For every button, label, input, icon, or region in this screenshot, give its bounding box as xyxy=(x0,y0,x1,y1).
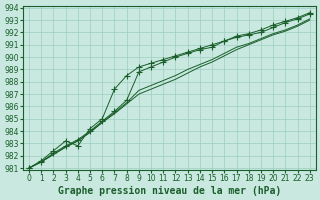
X-axis label: Graphe pression niveau de la mer (hPa): Graphe pression niveau de la mer (hPa) xyxy=(58,186,281,196)
